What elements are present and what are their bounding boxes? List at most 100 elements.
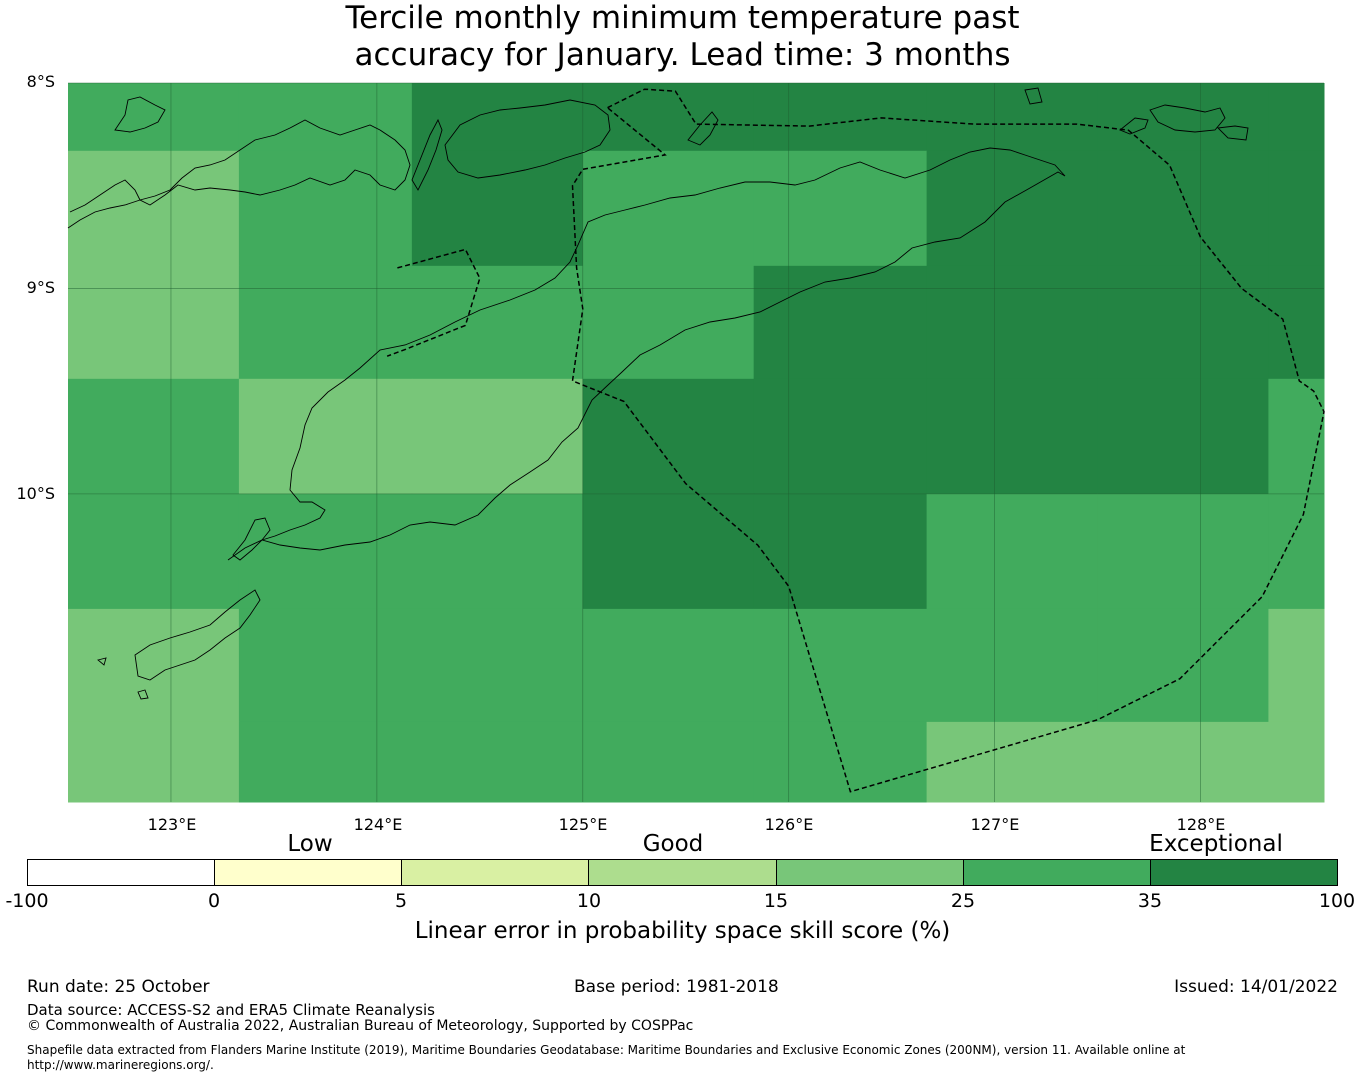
colorbar-tick: 25 <box>950 890 976 912</box>
colorbar-tick: 35 <box>1137 890 1163 912</box>
category-label-good: Good <box>642 831 704 857</box>
coastline-rote <box>134 589 261 681</box>
skill-cell <box>411 265 584 380</box>
coastline-small-island-1 <box>114 96 166 133</box>
lon-label-125e: 125°E <box>558 815 608 834</box>
colorbar-tick: 100 <box>1318 890 1356 912</box>
coastline-pantar <box>411 118 443 191</box>
skill-cell <box>582 150 755 267</box>
skill-cell <box>1268 150 1325 267</box>
skill-cell <box>68 721 240 803</box>
colorbar-tick: 5 <box>394 890 408 912</box>
colorbar-segment <box>214 860 402 885</box>
skill-cell <box>1268 608 1325 723</box>
coastlines <box>67 87 1249 700</box>
colorbar-tick: 0 <box>207 890 221 912</box>
category-label-exceptional: Exceptional <box>1149 831 1283 857</box>
run-date: Run date: 25 October <box>27 977 210 997</box>
skill-cell <box>1268 83 1325 152</box>
coastline-small-island-2 <box>1119 117 1149 135</box>
skill-cell <box>1268 265 1325 380</box>
skill-cell <box>238 265 413 380</box>
skill-cell <box>1268 378 1325 495</box>
skill-cell <box>411 378 584 495</box>
skill-cell <box>68 150 240 267</box>
lon-label-124e: 124°E <box>353 815 403 834</box>
skill-cell <box>582 493 755 610</box>
coastline-small-island-4 <box>1217 125 1249 141</box>
skill-cell <box>582 378 755 495</box>
coastline-small-island-3 <box>1024 87 1043 105</box>
colorbar-segment <box>28 860 215 885</box>
skill-cell <box>68 83 240 152</box>
skill-cell <box>238 83 413 152</box>
skill-cell <box>1268 721 1325 803</box>
shapefile-credit-line-1: Shapefile data extracted from Flanders M… <box>27 1043 1186 1057</box>
skill-cell <box>753 265 928 380</box>
skill-cell <box>582 721 755 803</box>
category-label-low: Low <box>287 831 333 857</box>
skill-cell <box>926 83 1099 152</box>
data-source: Data source: ACCESS-S2 and ERA5 Climate … <box>27 1001 435 1019</box>
coastline-semau <box>232 517 271 561</box>
copyright: © Commonwealth of Australia 2022, Austra… <box>27 1018 694 1034</box>
skill-cell <box>926 150 1099 267</box>
skill-cell <box>753 493 928 610</box>
skill-cell <box>1097 150 1269 267</box>
skill-cell <box>238 493 413 610</box>
skill-cell <box>753 721 928 803</box>
title-line-2: accuracy for January. Lead time: 3 month… <box>354 37 1011 73</box>
skill-cell <box>582 608 755 723</box>
skill-cell <box>1097 608 1269 723</box>
title-line-1: Tercile monthly minimum temperature past <box>345 0 1020 36</box>
skill-cell <box>68 608 240 723</box>
skill-cell <box>753 378 928 495</box>
skill-cell <box>753 150 928 267</box>
lon-label-123e: 123°E <box>147 815 197 834</box>
colorbar-segment <box>588 860 776 885</box>
skill-cell <box>411 608 584 723</box>
colorbar <box>27 859 1338 886</box>
base-period: Base period: 1981-2018 <box>574 977 779 997</box>
skill-cell <box>1097 378 1269 495</box>
oecusse-boundary <box>386 248 481 357</box>
lat-label-9s: 9°S <box>26 278 55 297</box>
colorbar-tick: 10 <box>576 890 602 912</box>
skill-cell <box>753 83 928 152</box>
skill-cell <box>238 721 413 803</box>
colorbar-segment <box>775 860 963 885</box>
skill-cell <box>582 83 755 152</box>
coastline-wetar <box>1149 104 1226 133</box>
skill-map <box>67 82 1325 803</box>
colorbar-tick: 15 <box>763 890 789 912</box>
skill-cell <box>1097 265 1269 380</box>
coastline-ndao <box>97 657 107 666</box>
skill-cell <box>582 265 755 380</box>
skill-cell <box>1097 493 1269 610</box>
skill-cell <box>68 265 240 380</box>
lon-label-128e: 128°E <box>1176 815 1226 834</box>
skill-cell <box>926 378 1099 495</box>
skill-cell <box>238 608 413 723</box>
skill-cell <box>411 83 584 152</box>
skill-cell <box>926 493 1099 610</box>
lat-label-10s: 10°S <box>16 484 55 503</box>
skill-cell <box>926 608 1099 723</box>
lat-label-8s: 8°S <box>26 72 55 91</box>
skill-cell <box>68 378 240 495</box>
issued-date: Issued: 14/01/2022 <box>1174 977 1338 997</box>
skill-cell <box>411 493 584 610</box>
eez-boundary <box>571 88 1325 793</box>
colorbar-segment <box>401 860 589 885</box>
skill-cell <box>411 721 584 803</box>
skill-cell <box>238 378 413 495</box>
map-gridlines <box>68 82 1324 802</box>
colorbar-title: Linear error in probability space skill … <box>414 918 951 944</box>
skill-cell <box>926 265 1099 380</box>
colorbar-tick: -100 <box>5 890 49 912</box>
shapefile-credit-line-2: http://www.marineregions.org/. <box>27 1058 214 1072</box>
skill-cell <box>753 608 928 723</box>
colorbar-segment <box>962 860 1150 885</box>
skill-grid-cells <box>68 83 1325 803</box>
lon-label-127e: 127°E <box>970 815 1020 834</box>
